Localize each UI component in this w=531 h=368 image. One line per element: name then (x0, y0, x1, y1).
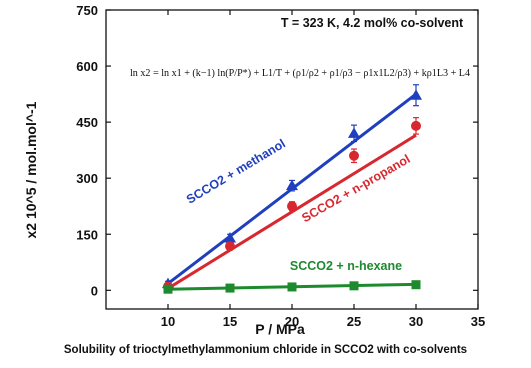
y-tick-label: 450 (76, 115, 98, 130)
data-point-square (287, 282, 297, 292)
data-point-circle (287, 201, 297, 212)
data-markers (162, 89, 422, 294)
y-tick-label: 300 (76, 171, 98, 186)
x-tick-label: 20 (285, 314, 299, 329)
data-point-circle (349, 150, 359, 161)
data-point-circle (411, 120, 421, 131)
equation-text: ln x2 = ln x1 + (k−1) ln(P/P*) + L1/T + … (130, 67, 470, 79)
conditions-label: T = 323 K, 4.2 mol% co-solvent (281, 16, 464, 30)
data-point-square (163, 284, 173, 294)
data-point-circle (225, 241, 235, 252)
data-point-triangle (286, 179, 298, 191)
data-point-triangle (410, 89, 422, 100)
y-tick-label: 150 (76, 227, 98, 242)
x-tick-label: 10 (161, 314, 175, 329)
series-label-n-hexane: SCCO2 + n-hexane (290, 259, 402, 273)
data-point-square (349, 281, 359, 291)
x-axis-title: P / MPa (255, 321, 305, 337)
x-tick-label: 25 (347, 314, 361, 329)
series-label-methanol: SCCO2 + methanol (184, 137, 288, 207)
fit-line-1 (167, 133, 417, 290)
chart: 10 15 20 25 30 35 0 150 300 450 600 750 T = 323 K, … (23, 3, 485, 337)
data-point-square (411, 280, 421, 290)
y-tick-label: 750 (76, 3, 98, 18)
axis-ticks (106, 9, 479, 309)
y-tick-label: 600 (76, 59, 98, 74)
data-point-triangle (224, 231, 236, 243)
data-point-square (225, 283, 235, 293)
x-tick-label: 30 (409, 314, 423, 329)
y-tick-label: 0 (91, 283, 98, 298)
figure-caption: Solubility of trioctylmethylammonium chl… (63, 344, 468, 356)
tick-labels: 10 15 20 25 30 35 0 150 300 450 600 750 (76, 3, 485, 329)
x-tick-label: 15 (223, 314, 237, 329)
x-tick-label: 35 (471, 314, 485, 329)
data-point-triangle (348, 127, 360, 138)
y-axis-title: x2 10^5 / mol.mol^-1 (23, 101, 39, 238)
